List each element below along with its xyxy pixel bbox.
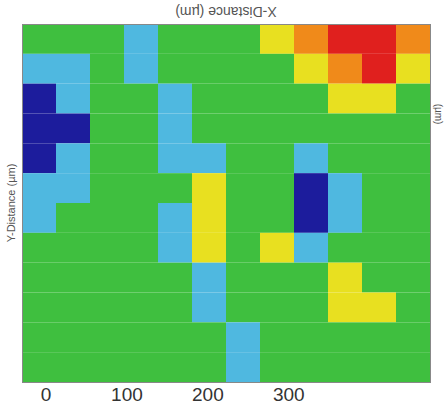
svg-text:200: 200	[192, 384, 224, 405]
svg-text:(µm): (µm)	[433, 104, 444, 125]
svg-text:0: 0	[41, 384, 52, 405]
svg-text:Y-Distance (µm): Y-Distance (µm)	[5, 164, 17, 243]
svg-text:X-Distance (µm): X-Distance (µm)	[175, 4, 276, 20]
svg-text:100: 100	[111, 384, 143, 405]
svg-text:300: 300	[273, 384, 305, 405]
